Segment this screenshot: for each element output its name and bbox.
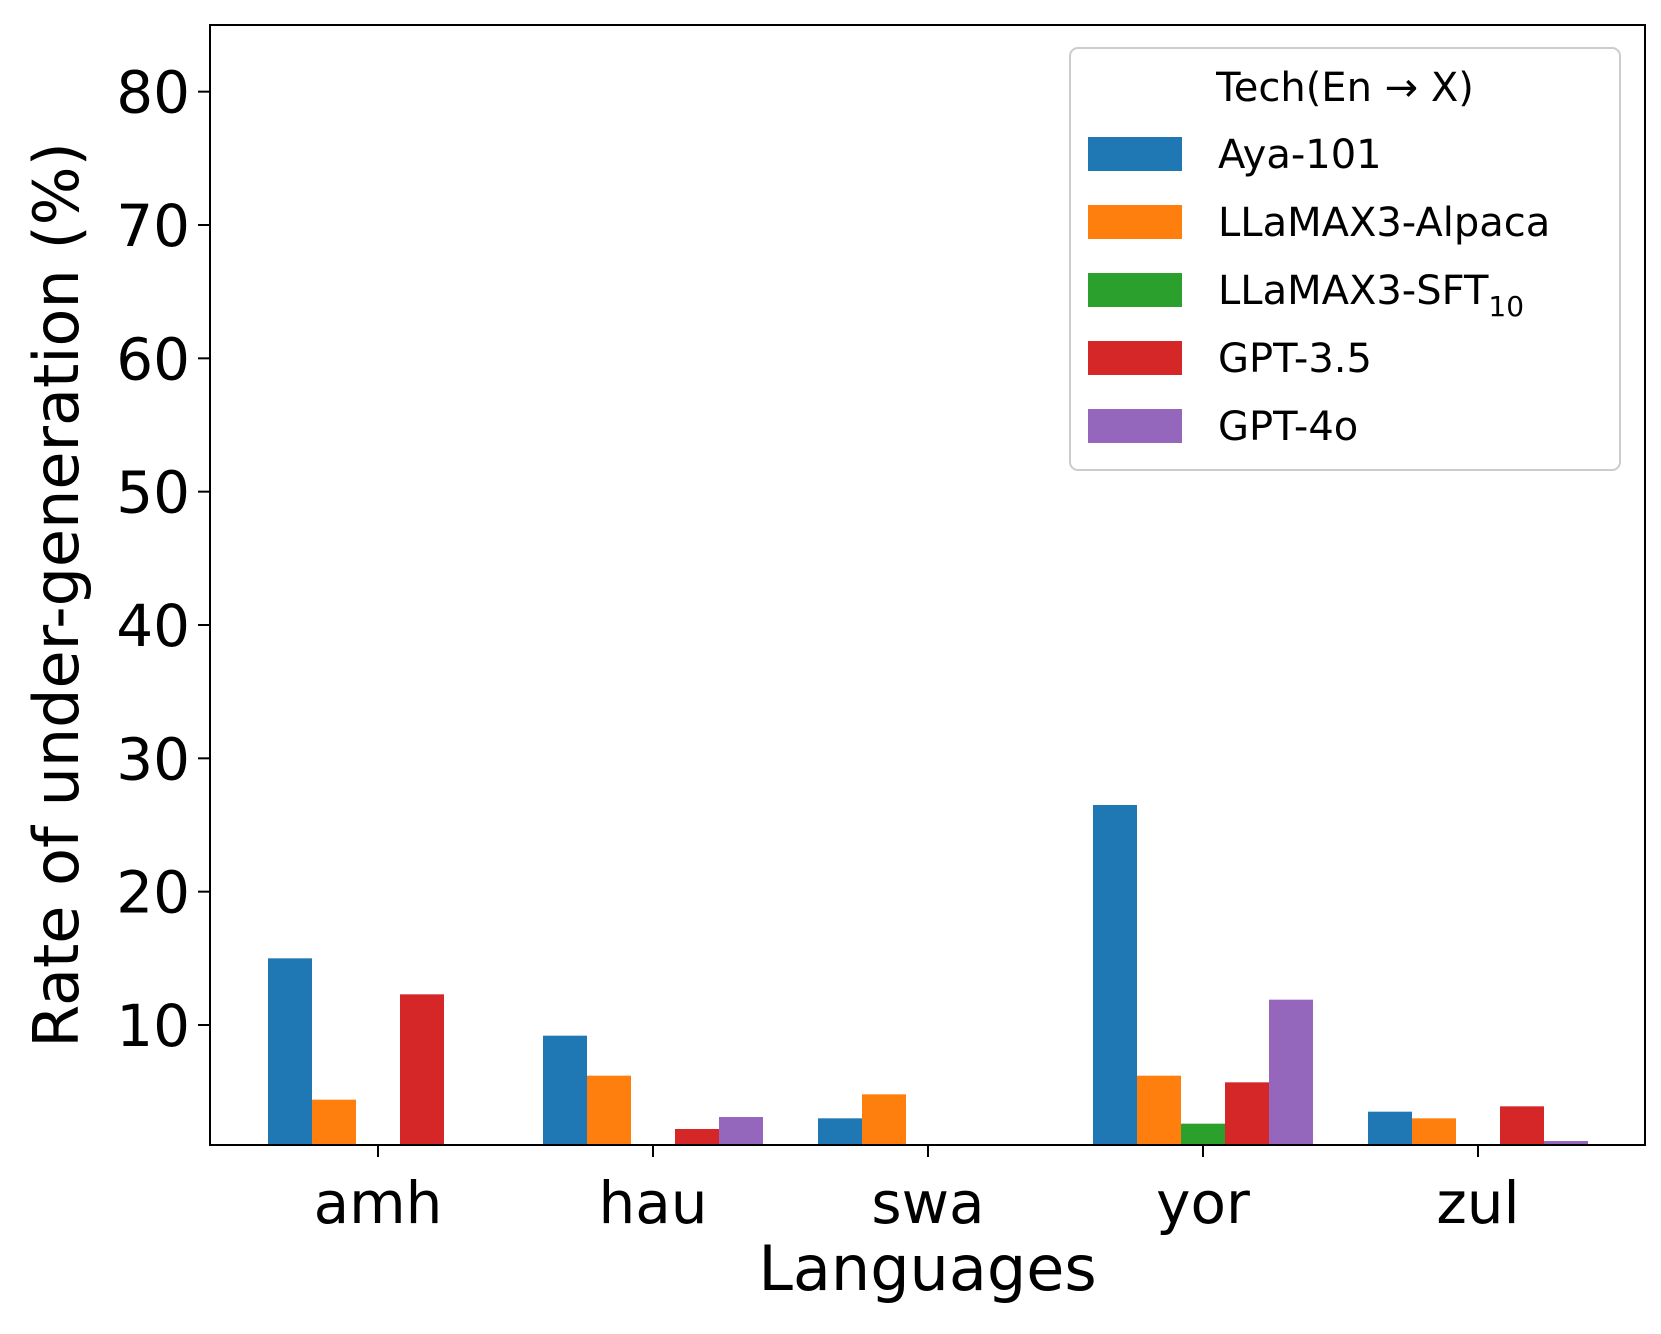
y-tick-label: 20 (116, 859, 190, 927)
bar-yor-gpt-3-5 (1225, 1082, 1269, 1145)
legend-items: Aya-101 LLaMAX3-Alpaca LLaMAX3-SFT10 GPT-3.… (1088, 132, 1550, 450)
legend-title: Tech(En → X) (1215, 65, 1474, 111)
y-axis-ticks: 10 20 30 40 50 60 70 80 (116, 59, 210, 1060)
y-tick-label: 70 (116, 192, 190, 260)
bar-hau-gpt-4o (719, 1117, 763, 1145)
bar-yor-llamax3-alpaca (1137, 1075, 1181, 1145)
y-tick-label: 50 (116, 459, 190, 527)
x-tick-label-hau: hau (598, 1169, 707, 1237)
legend-box (1069, 47, 1621, 471)
y-tick-label: 60 (116, 325, 190, 393)
bars-layer (268, 805, 1588, 1145)
bar-amh-gpt-3-5 (400, 994, 444, 1145)
y-tick-label: 40 (116, 592, 190, 660)
bar-yor-gpt-4o (1269, 999, 1313, 1145)
bar-hau-gpt-3-5 (675, 1129, 719, 1145)
bar-zul-llamax3-alpaca (1412, 1118, 1456, 1145)
legend-label: LLaMAX3-Alpaca (1218, 200, 1550, 246)
legend-swatch (1088, 409, 1182, 443)
bar-zul-gpt-4o (1544, 1141, 1588, 1145)
x-tick-label-amh: amh (314, 1169, 443, 1237)
legend-label: Aya-101 (1218, 132, 1382, 178)
y-tick-label: 30 (116, 725, 190, 793)
x-tick-label-swa: swa (871, 1169, 984, 1237)
bar-amh-aya-101 (268, 958, 312, 1145)
legend-label: LLaMAX3-SFT10 (1218, 268, 1524, 323)
bar-swa-aya-101 (818, 1118, 862, 1145)
legend-swatch (1088, 273, 1182, 307)
x-axis-title: Languages (758, 1232, 1096, 1305)
y-tick-label: 80 (116, 59, 190, 127)
bar-yor-aya-101 (1093, 805, 1137, 1145)
bar-hau-aya-101 (543, 1035, 587, 1145)
x-tick-label-zul: zul (1436, 1169, 1519, 1237)
bar-hau-llamax3-alpaca (587, 1075, 631, 1145)
legend-swatch (1088, 205, 1182, 239)
y-tick-label: 10 (116, 992, 190, 1060)
legend-swatch (1088, 137, 1182, 171)
y-axis-title: Rate of under-generation (%) (20, 142, 93, 1048)
x-axis-ticks: amh hau swa yor zul (314, 1145, 1520, 1237)
legend-swatch (1088, 341, 1182, 375)
bar-yor-llamax3-sft (1181, 1123, 1225, 1145)
bar-zul-aya-101 (1368, 1111, 1412, 1145)
x-tick-label-yor: yor (1156, 1169, 1250, 1237)
legend-label: GPT-3.5 (1218, 336, 1372, 382)
legend: Tech(En → X) Aya-101 LLaMAX3-Alpaca LLaMAX… (1069, 47, 1621, 471)
bar-swa-llamax3-alpaca (862, 1094, 906, 1145)
bar-zul-gpt-3-5 (1500, 1106, 1544, 1145)
legend-label: GPT-4o (1218, 404, 1358, 450)
bar-amh-llamax3-alpaca (312, 1099, 356, 1145)
